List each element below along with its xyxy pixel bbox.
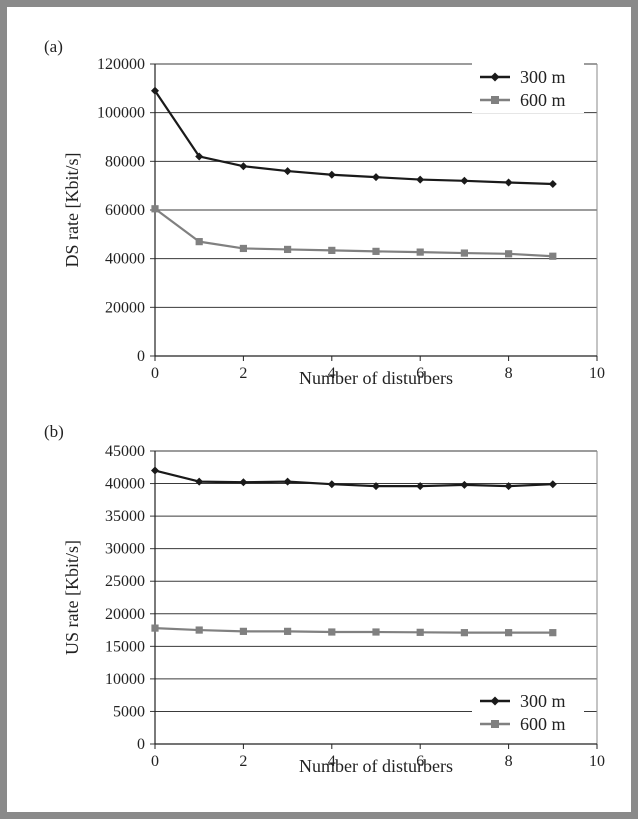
data-point-300m: [151, 86, 159, 95]
data-point-300m: [460, 480, 469, 489]
data-point-600m: [195, 238, 203, 246]
data-point-300m: [548, 480, 557, 489]
y-tick-label: 0: [137, 348, 145, 365]
x-tick-label: 6: [416, 365, 424, 382]
data-point-600m: [151, 205, 159, 213]
x-tick-label: 0: [151, 753, 159, 770]
x-tick-label: 4: [328, 365, 336, 382]
y-tick-label: 45000: [105, 443, 145, 460]
data-point-600m: [284, 627, 292, 635]
series-line-300m: [154, 90, 553, 186]
data-point-600m: [328, 246, 336, 254]
data-point-600m: [151, 624, 159, 632]
series-line-600m: [154, 207, 553, 258]
legend-background: [472, 687, 584, 737]
legend-marker-diamond: [490, 72, 500, 82]
y-tick-label: 20000: [105, 606, 145, 623]
data-point-600m: [239, 244, 247, 253]
y-tick-label: 100000: [97, 105, 145, 122]
y-tick-label: 40000: [105, 476, 145, 493]
data-point-600m: [239, 627, 247, 635]
data-point-600m: [549, 629, 557, 637]
data-point-300m: [504, 482, 513, 491]
legend-label: 300 m: [520, 67, 566, 87]
panel-a: (a) 0 20000 40000 60000 80000 100000 120000 0 2 4 6…: [44, 37, 605, 388]
panel-label: (a): [44, 37, 63, 56]
panel-b: (b)0500010000150002000025000300003500040…: [44, 422, 605, 776]
data-point-600m: [549, 252, 557, 260]
y-tick-label: 20000: [105, 299, 145, 316]
y-tick-label: 0: [137, 736, 145, 753]
x-tick-label: 10: [589, 753, 605, 770]
y-tick-label: 120000: [97, 56, 145, 73]
data-point-600m: [372, 628, 380, 636]
data-point-600m: [416, 248, 424, 256]
legend-label: 300 m: [520, 691, 566, 711]
data-point-300m: [283, 167, 292, 176]
data-point-600m: [460, 629, 468, 637]
y-tick-label: 35000: [105, 508, 145, 525]
data-point-300m: [372, 482, 380, 491]
y-tick-label: 15000: [105, 638, 145, 655]
data-point-300m: [327, 170, 336, 179]
data-point-600m: [460, 249, 468, 257]
legend-marker-diamond: [490, 696, 500, 706]
legend-marker-square: [491, 96, 499, 104]
data-point-300m: [416, 175, 425, 184]
data-point-600m: [328, 628, 336, 636]
data-point-300m: [195, 477, 204, 486]
x-tick-label: 6: [416, 753, 424, 770]
y-tick-label: 30000: [105, 541, 145, 558]
data-point-600m: [505, 629, 513, 637]
data-point-300m: [460, 176, 469, 185]
y-axis-label: US rate [Kbit/s]: [62, 540, 82, 655]
data-point-600m: [372, 247, 380, 255]
legend-background: [472, 63, 584, 113]
legend-label: 600 m: [520, 90, 566, 110]
panel-label: (b): [44, 422, 64, 441]
y-axis-label: DS rate [Kbit/s]: [62, 153, 82, 268]
y-tick-label: 5000: [113, 703, 145, 720]
data-point-300m: [372, 173, 380, 182]
series-line-600m: [154, 627, 553, 634]
x-axis-label: Number of disturbers: [299, 368, 453, 388]
data-point-300m: [548, 179, 557, 188]
data-point-300m: [283, 477, 292, 486]
data-point-300m: [239, 478, 248, 487]
data-point-300m: [327, 480, 336, 489]
series-line-300m: [154, 469, 553, 488]
legend-label: 600 m: [520, 714, 566, 734]
data-point-600m: [284, 245, 292, 254]
x-tick-label: 4: [328, 753, 336, 770]
x-tick-label: 0: [151, 365, 159, 382]
x-tick-label: 2: [239, 753, 247, 770]
data-point-300m: [195, 152, 204, 161]
y-tick-label: 10000: [105, 671, 145, 688]
y-tick-label: 80000: [105, 153, 145, 170]
data-point-300m: [416, 482, 425, 491]
data-point-300m: [151, 466, 159, 475]
y-tick-label: 25000: [105, 573, 145, 590]
x-tick-label: 8: [505, 753, 513, 770]
data-point-600m: [416, 628, 424, 636]
data-point-600m: [505, 250, 513, 258]
y-tick-label: 60000: [105, 202, 145, 219]
data-point-300m: [504, 178, 513, 187]
y-tick-label: 40000: [105, 251, 145, 268]
data-point-300m: [239, 162, 248, 171]
x-tick-label: 10: [589, 365, 605, 382]
x-tick-label: 2: [239, 365, 247, 382]
x-axis-label: Number of disturbers: [299, 756, 453, 776]
legend-marker-square: [491, 720, 499, 728]
x-tick-label: 8: [505, 365, 513, 382]
data-point-600m: [195, 626, 203, 634]
